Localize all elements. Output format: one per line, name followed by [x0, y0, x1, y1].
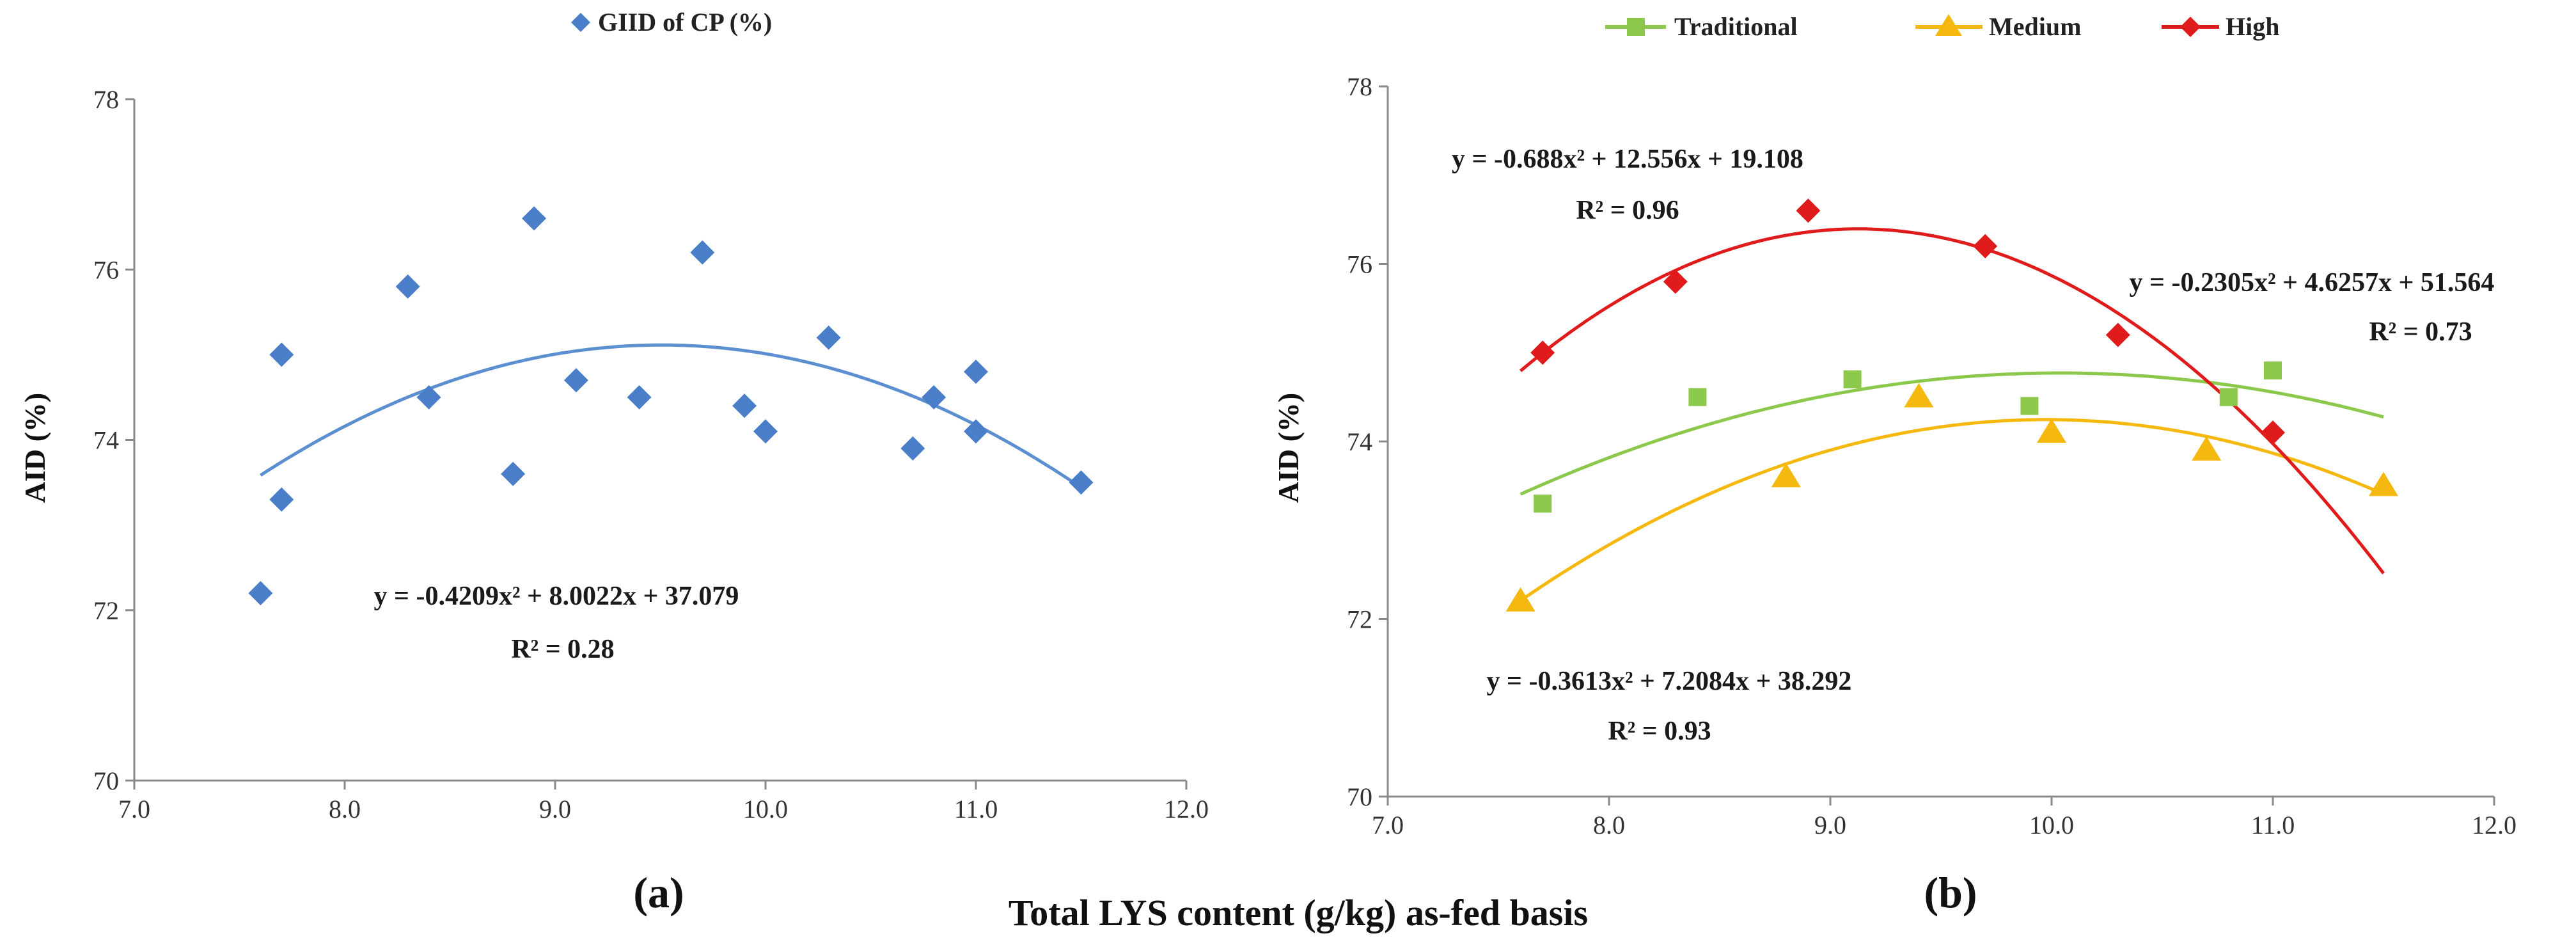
- legend-marker-giid-of-cp: [571, 13, 590, 32]
- y-axis-label-a: AID (%): [19, 393, 51, 503]
- y-tick-label: 76: [1347, 250, 1372, 279]
- data-point-giid-of-cp: [690, 240, 715, 265]
- data-point-traditional: [1534, 495, 1552, 513]
- trend-equation-giid: y = -0.4209x² + 8.0022x + 37.079: [374, 582, 739, 611]
- data-point-giid-of-cp: [522, 206, 547, 231]
- data-point-giid-of-cp: [248, 581, 273, 606]
- trendline-high: [1520, 227, 2385, 575]
- chart-panel-a: GIID of CP (%) AID (%) 7.0 8.0 9.0 10.0 11.0…: [19, 8, 1209, 917]
- data-point-medium: [1505, 587, 1535, 612]
- y-tick-label: 70: [1347, 782, 1372, 811]
- data-point-traditional: [1843, 370, 1862, 388]
- data-point-giid-of-cp: [269, 342, 294, 367]
- data-point-giid-of-cp: [501, 461, 526, 486]
- shared-x-axis-label: Total LYS content (g/kg) as-fed basis: [1009, 892, 1588, 933]
- x-tick-label: 7.0: [118, 795, 150, 823]
- trendline-medium: [1520, 418, 2385, 602]
- data-point-high: [1663, 269, 1688, 294]
- data-point-medium: [2037, 418, 2066, 443]
- legend-marker-traditional: [1627, 18, 1645, 36]
- data-point-giid-of-cp: [732, 393, 757, 418]
- points-a: [248, 206, 1094, 606]
- y-tick-label: 78: [93, 85, 119, 114]
- trend-r2-traditional: R² = 0.73: [2369, 317, 2472, 347]
- data-point-giid-of-cp: [395, 274, 420, 299]
- data-point-giid-of-cp: [753, 419, 778, 444]
- panel-label-b: (b): [1924, 868, 1977, 917]
- x-tick-label: 8.0: [1593, 811, 1625, 839]
- data-point-high: [1530, 340, 1555, 365]
- data-point-giid-of-cp: [964, 419, 988, 444]
- y-tick-label: 74: [93, 426, 119, 455]
- y-tick-label: 78: [1347, 72, 1372, 101]
- y-axis-label-b: AID (%): [1272, 393, 1305, 503]
- legend-label-medium: Medium: [1989, 12, 2081, 41]
- data-point-high: [1796, 198, 1821, 223]
- x-tick-label: 11.0: [954, 795, 998, 823]
- x-tick-label: 7.0: [1372, 811, 1404, 839]
- data-point-traditional: [2264, 361, 2282, 379]
- data-point-medium: [2192, 436, 2222, 461]
- data-point-high: [2261, 420, 2285, 445]
- legend-label-traditional: Traditional: [1674, 12, 1798, 41]
- legend-marker-medium: [1935, 14, 1962, 36]
- data-point-medium: [2369, 472, 2398, 496]
- data-point-giid-of-cp: [816, 325, 841, 350]
- y-tick-label: 72: [93, 596, 119, 625]
- trend-equation-high: y = -0.688x² + 12.556x + 19.108: [1452, 145, 1803, 174]
- annotations-b: y = -0.688x² + 12.556x + 19.108 R² = 0.9…: [1452, 145, 2494, 746]
- data-point-giid-of-cp: [627, 385, 652, 409]
- legend-a: GIID of CP (%): [571, 8, 772, 36]
- trendline-giid-of-cp: [260, 343, 1082, 489]
- points-b: [1505, 198, 2398, 612]
- data-point-giid-of-cp: [563, 368, 588, 393]
- data-point-giid-of-cp: [900, 436, 925, 461]
- data-point-traditional: [1688, 388, 1707, 406]
- trendlines-b: [1520, 227, 2385, 602]
- trend-r2-giid: R² = 0.28: [511, 635, 614, 664]
- annotation-a: y = -0.4209x² + 8.0022x + 37.079 R² = 0.…: [374, 582, 739, 664]
- x-tick-label: 9.0: [1814, 811, 1846, 839]
- x-tick-label: 10.0: [743, 795, 788, 823]
- axes-b: 7.0 8.0 9.0 10.0 11.0 12.0 70 72 74 76 78: [1347, 72, 2517, 839]
- x-tick-label: 9.0: [539, 795, 571, 823]
- x-tick-label: 12.0: [1164, 795, 1209, 823]
- trend-equation-medium: y = -0.3613x² + 7.2084x + 38.292: [1487, 667, 1852, 696]
- data-point-giid-of-cp: [269, 487, 294, 512]
- x-tick-label: 8.0: [329, 795, 361, 823]
- legend-label-high: High: [2226, 12, 2279, 41]
- legend-label-giid-of-cp: GIID of CP (%): [598, 8, 772, 36]
- y-tick-label: 76: [93, 255, 119, 284]
- data-point-high: [1973, 234, 1998, 258]
- data-point-traditional: [2219, 388, 2238, 406]
- data-point-giid-of-cp: [922, 385, 946, 409]
- data-point-medium: [1771, 463, 1801, 488]
- data-point-giid-of-cp: [964, 360, 988, 384]
- x-tick-label: 11.0: [2251, 811, 2295, 839]
- trend-r2-high: R² = 0.96: [1576, 196, 1679, 225]
- legend-marker-high: [2180, 17, 2201, 37]
- chart-panel-b: Traditional Medium High AID (%) 7.0 8.0 9.…: [1272, 12, 2517, 917]
- axes-a: 7.0 8.0 9.0 10.0 11.0 12.0 70 72 74 76 78: [93, 85, 1209, 823]
- y-tick-label: 70: [93, 766, 119, 795]
- trend-r2-medium: R² = 0.93: [1608, 717, 1711, 746]
- data-point-giid-of-cp: [1069, 470, 1094, 495]
- trendlines-a: [260, 343, 1082, 489]
- y-tick-label: 72: [1347, 605, 1372, 634]
- x-tick-label: 12.0: [2472, 811, 2517, 839]
- trendline-traditional: [1520, 371, 2384, 496]
- trend-equation-traditional: y = -0.2305x² + 4.6257x + 51.564: [2130, 268, 2495, 298]
- data-point-medium: [1904, 383, 1934, 408]
- data-point-high: [2105, 322, 2130, 347]
- data-point-traditional: [2020, 397, 2039, 415]
- data-point-giid-of-cp: [416, 385, 441, 409]
- y-tick-label: 74: [1347, 427, 1372, 456]
- legend-b: Traditional Medium High: [1605, 12, 2279, 41]
- x-tick-label: 10.0: [2029, 811, 2074, 839]
- panel-label-a: (a): [633, 868, 684, 917]
